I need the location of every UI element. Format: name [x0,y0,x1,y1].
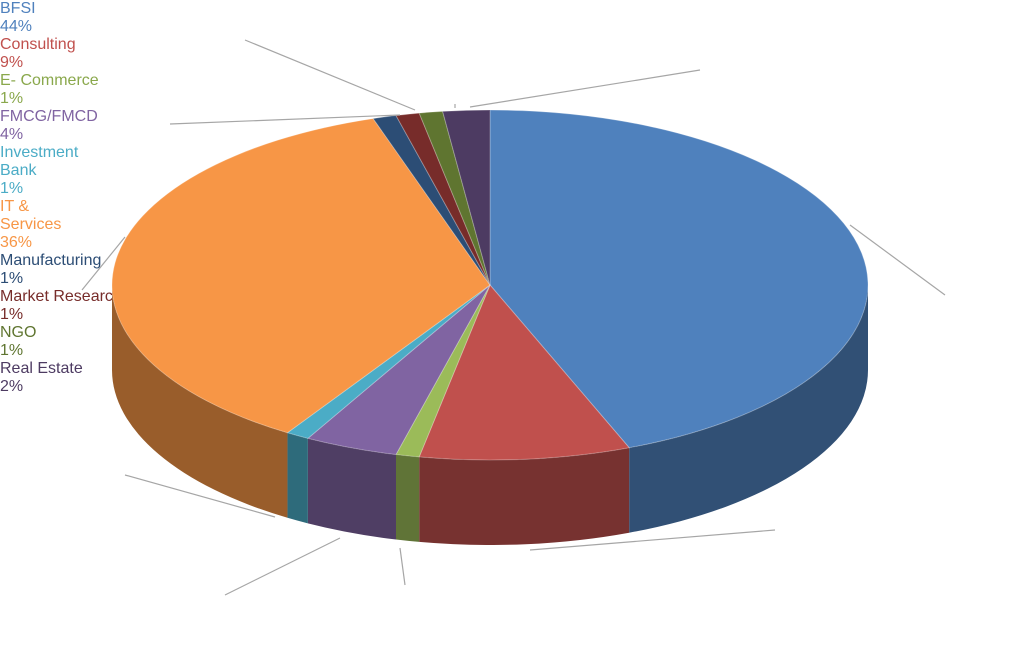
value-label: 1% [0,270,24,287]
data-label: Manufacturing 1% [0,252,160,288]
leader-line [529,529,776,551]
slice-side [307,438,396,540]
slice-side [112,285,288,518]
leader-line [469,69,701,108]
data-label: E- Commerce 1% [0,72,170,108]
data-label: IT & Services 36% [0,198,80,252]
value-label: 1% [0,342,24,359]
value-label: 44% [0,18,33,35]
category-label: NGO [0,324,37,341]
value-label: 9% [0,54,24,71]
category-label: Investment Bank [0,144,79,179]
data-label: BFSI 44% [0,0,80,36]
value-label: 36% [0,234,33,251]
data-label: Market Research 1% [0,288,190,324]
leader-line [124,474,276,518]
slice [418,284,631,461]
data-label: FMCG/FMCD 4% [0,108,150,144]
category-label: BFSI [0,0,36,17]
value-label: 2% [0,378,24,395]
category-label: IT & Services [0,198,62,233]
data-label: Investment Bank 1% [0,144,110,198]
category-label: E- Commerce [0,72,99,89]
category-label: Manufacturing [0,252,102,269]
leader-line [169,114,401,125]
slice [306,284,491,456]
slice [441,109,491,286]
slice-side [419,447,630,545]
slice [395,284,491,458]
category-label: FMCG/FMCD [0,108,98,125]
slice-side [629,285,868,533]
slice [111,118,491,434]
data-label: Consulting 9% [0,36,140,72]
slice-side [395,454,420,542]
value-label: 1% [0,306,24,323]
slice [286,284,491,439]
value-label: 1% [0,90,24,107]
data-label: Real Estate 2% [0,360,140,396]
slice-side [287,432,308,524]
leader-line [224,537,341,596]
leader-line [81,236,126,291]
leader-line [399,547,406,586]
value-label: 1% [0,180,24,197]
slice [489,109,869,449]
category-label: Consulting [0,36,76,53]
slice [418,110,491,286]
data-label: NGO 1% [0,324,80,360]
leader-line [244,39,416,111]
leader-line [849,224,946,296]
category-label: Real Estate [0,360,83,377]
value-label: 4% [0,126,24,143]
category-label: Market Research [0,288,122,305]
